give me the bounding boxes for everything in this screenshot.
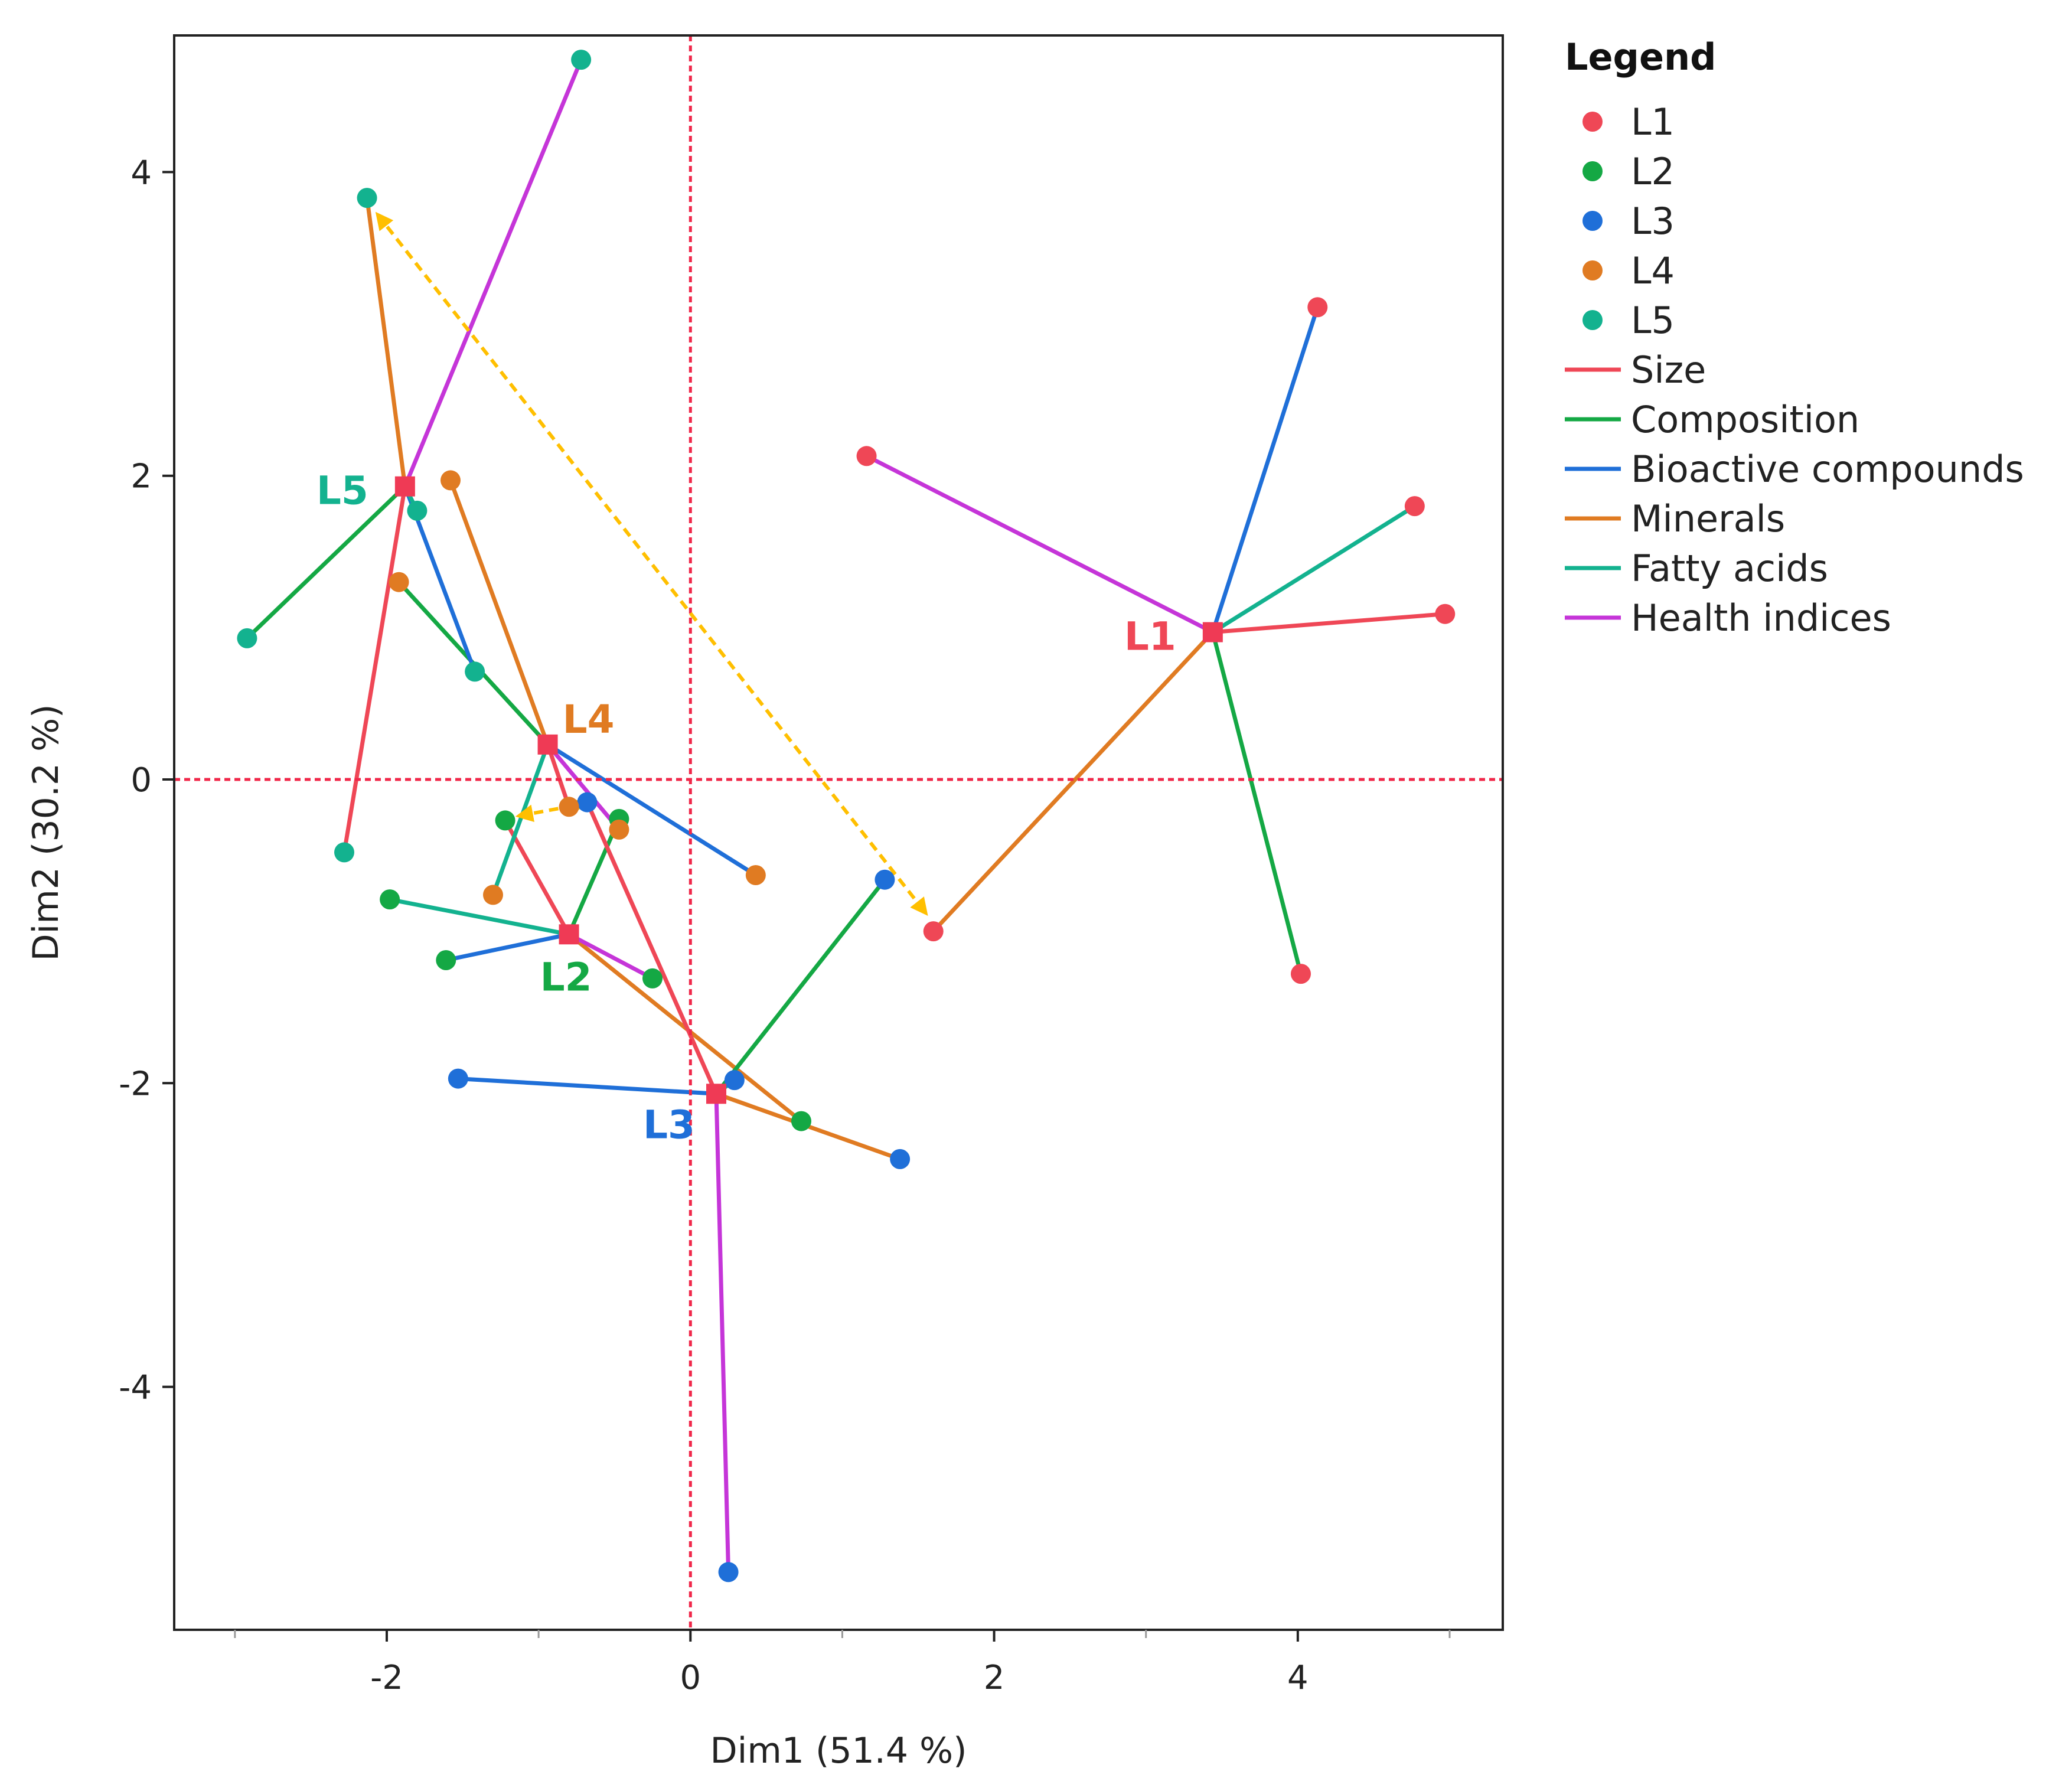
legend-dot-l2 [1582, 161, 1603, 181]
centroid-marker-l5 [394, 476, 415, 497]
connection-line [1210, 305, 1320, 635]
legend-label: L2 [1631, 150, 1675, 193]
y-tick-label: 0 [130, 761, 152, 800]
partial-point-l5 [571, 50, 592, 70]
partial-point-l1 [1291, 964, 1311, 984]
centroid-label-l1: L1 [1124, 614, 1176, 660]
legend-label: Size [1631, 348, 1706, 392]
legend-dot-l5 [1582, 310, 1603, 330]
partial-point-l4 [609, 819, 629, 840]
partial-point-l2 [495, 810, 515, 831]
partial-point-l4 [389, 572, 409, 592]
connection-line [931, 630, 1215, 934]
legend-label: L5 [1631, 299, 1675, 342]
centroid-label-l5: L5 [316, 468, 368, 514]
partial-point-l3 [448, 1068, 468, 1089]
partial-point-l4 [483, 885, 503, 905]
partial-point-l4 [440, 470, 461, 491]
partial-point-l2 [436, 950, 456, 970]
connection-line [443, 932, 572, 963]
partial-point-l2 [791, 1111, 811, 1131]
connection-line [456, 1076, 719, 1096]
x-tick-label: 2 [984, 1659, 1005, 1697]
legend-label: Fatty acids [1631, 547, 1828, 590]
partial-point-l1 [856, 446, 877, 466]
partial-point-l2 [380, 889, 400, 910]
partial-point-l3 [724, 1070, 745, 1091]
partial-point-l5 [334, 842, 354, 863]
partial-point-l3 [577, 792, 598, 813]
legend-dot-l4 [1582, 260, 1603, 280]
y-tick-label: 2 [130, 458, 152, 496]
partial-point-l1 [1435, 603, 1456, 624]
legend-label: L1 [1631, 100, 1675, 143]
partial-point-l2 [642, 968, 663, 989]
partial-point-l3 [718, 1562, 739, 1583]
connection-line [1210, 504, 1417, 635]
legend-title: Legend [1565, 35, 1717, 79]
axes: -2 0 2 4 -4 -2 0 2 4 [119, 154, 1451, 1697]
legend: Legend L1 L2 L3 L4 L5 Size Composition Bioactiv… [1565, 35, 2024, 640]
centroid-labels: L1 L2 L3 L4 L5 [316, 468, 1176, 1148]
connection-line [1210, 630, 1303, 976]
y-tick-label: 4 [130, 154, 152, 192]
legend-label: Minerals [1631, 497, 1785, 540]
centroid-marker-l3 [706, 1084, 726, 1104]
legend-dot-l1 [1582, 112, 1603, 132]
partial-point-l4 [559, 797, 579, 817]
centroid-label-l3: L3 [643, 1102, 695, 1147]
y-tick-label: -2 [119, 1065, 152, 1103]
connection-line [1210, 612, 1447, 635]
plot-frame [173, 34, 1504, 1631]
centroid-label-l2: L2 [540, 954, 592, 1000]
centroid-label-l4: L4 [563, 697, 615, 742]
y-axis-title: Dim2 (30.2 %) [25, 704, 67, 961]
partial-point-l3 [890, 1149, 911, 1169]
legend-label: Bioactive compounds [1631, 448, 2024, 491]
partial-points [237, 50, 1456, 1583]
legend-label: Composition [1631, 398, 1859, 441]
centroid-marker-l2 [559, 924, 579, 945]
legend-label: L4 [1631, 249, 1675, 292]
annotation-arrow [375, 211, 928, 916]
partial-point-l5 [407, 500, 428, 521]
x-axis-title: Dim1 (51.4 %) [710, 1730, 967, 1772]
partial-point-l1 [923, 921, 944, 942]
legend-label: L3 [1631, 200, 1675, 243]
partial-point-l5 [237, 628, 257, 648]
connection-line [567, 932, 655, 981]
connection-line [714, 1091, 731, 1574]
partial-point-l1 [1307, 297, 1328, 318]
partial-point-l5 [357, 188, 377, 208]
x-tick-label: 0 [680, 1659, 701, 1697]
partial-point-l5 [465, 661, 485, 682]
x-tick-label: -2 [370, 1659, 403, 1697]
legend-dot-l3 [1582, 211, 1603, 231]
partial-point-l4 [745, 865, 766, 885]
centroid-marker-l4 [537, 734, 558, 755]
centroid-marker-l1 [1202, 622, 1223, 642]
partial-point-l1 [1404, 496, 1425, 517]
y-tick-label: -4 [119, 1369, 152, 1407]
centroid-markers [394, 476, 1223, 1104]
x-tick-label: 4 [1287, 1659, 1309, 1697]
legend-label: Health indices [1631, 596, 1891, 640]
partial-point-l3 [875, 869, 895, 890]
